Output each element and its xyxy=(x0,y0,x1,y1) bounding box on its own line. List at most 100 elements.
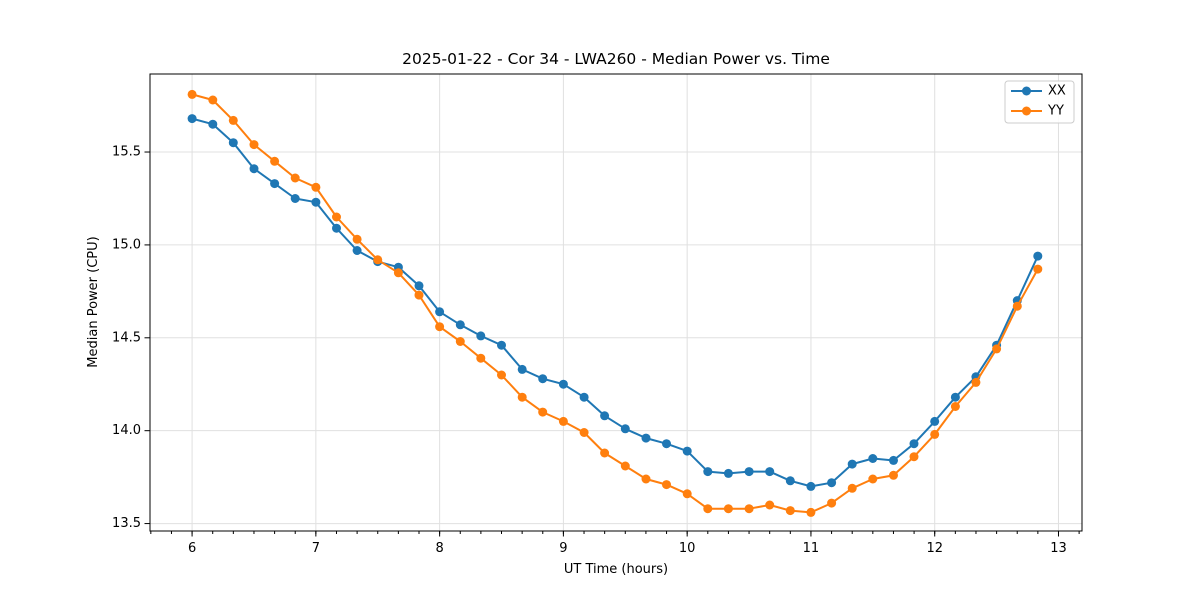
data-point xyxy=(517,364,527,374)
plot-area-border xyxy=(149,73,1083,532)
data-point xyxy=(579,392,589,402)
data-point xyxy=(352,234,362,244)
data-point xyxy=(930,416,940,426)
legend: XX YY xyxy=(1004,80,1075,124)
data-point xyxy=(208,119,218,129)
data-point xyxy=(270,179,280,189)
data-point xyxy=(208,95,218,105)
data-point xyxy=(889,455,898,465)
data-point xyxy=(600,448,610,458)
x-tick-label: 8 xyxy=(435,541,443,556)
data-point xyxy=(682,489,692,499)
legend-sample-marker xyxy=(1022,86,1031,96)
data-point xyxy=(332,212,341,222)
data-point xyxy=(455,320,465,330)
data-point xyxy=(868,454,878,463)
data-point xyxy=(703,467,713,477)
grid-lines xyxy=(150,74,1082,531)
data-point xyxy=(435,307,445,317)
y-tick-label: 14.0 xyxy=(112,423,141,438)
data-point xyxy=(476,353,486,363)
data-point xyxy=(187,89,197,99)
data-point xyxy=(827,498,837,508)
data-point xyxy=(455,337,465,346)
data-point xyxy=(497,340,506,350)
data-point xyxy=(930,429,940,439)
data-point xyxy=(517,392,527,402)
data-point xyxy=(620,461,630,471)
x-tick-label: 6 xyxy=(188,541,196,556)
data-point xyxy=(393,268,403,278)
data-point xyxy=(228,138,238,148)
x-tick-label: 7 xyxy=(312,541,320,556)
axis-ticks xyxy=(144,151,1080,537)
legend-entry-label: YY xyxy=(1047,104,1064,119)
data-point xyxy=(414,281,424,291)
data-point xyxy=(311,182,321,192)
data-point xyxy=(744,504,754,514)
chart-title: 2025-01-22 - Cor 34 - LWA260 - Median Po… xyxy=(402,50,830,68)
data-point xyxy=(187,114,197,124)
data-point xyxy=(311,197,321,207)
data-point xyxy=(806,507,816,517)
data-point xyxy=(579,428,589,437)
data-point xyxy=(723,504,733,514)
data-point xyxy=(641,474,651,484)
y-tick-label: 13.5 xyxy=(112,516,141,531)
data-point xyxy=(1012,301,1022,311)
y-axis-label: Median Power (CPU) xyxy=(86,236,101,367)
data-point xyxy=(290,194,300,203)
data-point xyxy=(889,470,898,480)
data-point xyxy=(290,173,300,183)
data-point xyxy=(682,446,692,456)
data-point xyxy=(228,115,238,125)
data-point xyxy=(1033,251,1043,261)
data-point xyxy=(806,481,816,491)
data-point xyxy=(765,467,775,477)
y-tick-label: 14.5 xyxy=(112,330,141,345)
series-markers-YY xyxy=(187,89,1043,517)
data-point xyxy=(435,322,445,332)
data-point xyxy=(249,140,259,150)
data-point xyxy=(641,433,651,443)
legend-entry-label: XX xyxy=(1048,84,1066,99)
data-point xyxy=(558,416,568,426)
data-point xyxy=(950,402,960,411)
data-point xyxy=(476,331,486,341)
data-point xyxy=(971,377,981,387)
data-point xyxy=(373,255,383,265)
data-point xyxy=(909,439,919,449)
data-point xyxy=(332,223,341,233)
x-tick-label: 9 xyxy=(559,541,567,556)
data-point xyxy=(497,370,506,380)
data-point xyxy=(992,344,1002,354)
y-tick-label: 15.0 xyxy=(112,237,141,252)
data-point xyxy=(744,467,754,477)
data-series-layer xyxy=(187,89,1043,517)
data-point xyxy=(414,290,424,300)
legend-sample-marker xyxy=(1022,106,1031,116)
data-point xyxy=(558,379,568,389)
data-point xyxy=(847,459,857,469)
data-point xyxy=(785,506,795,516)
data-point xyxy=(662,439,671,449)
data-point xyxy=(723,468,733,478)
data-point xyxy=(827,478,837,488)
data-point xyxy=(538,407,548,417)
data-point xyxy=(538,374,548,384)
data-point xyxy=(703,504,713,514)
data-point xyxy=(352,246,362,255)
series-line-YY xyxy=(191,93,1039,514)
data-point xyxy=(620,424,630,434)
x-tick-label: 10 xyxy=(679,541,696,556)
series-line-XX xyxy=(191,117,1039,488)
x-tick-label: 11 xyxy=(803,541,820,556)
series-markers-XX xyxy=(187,114,1043,491)
data-point xyxy=(1033,264,1043,274)
data-point xyxy=(950,392,960,402)
y-tick-label: 15.5 xyxy=(112,145,141,160)
data-point xyxy=(270,156,280,166)
data-point xyxy=(847,483,857,493)
